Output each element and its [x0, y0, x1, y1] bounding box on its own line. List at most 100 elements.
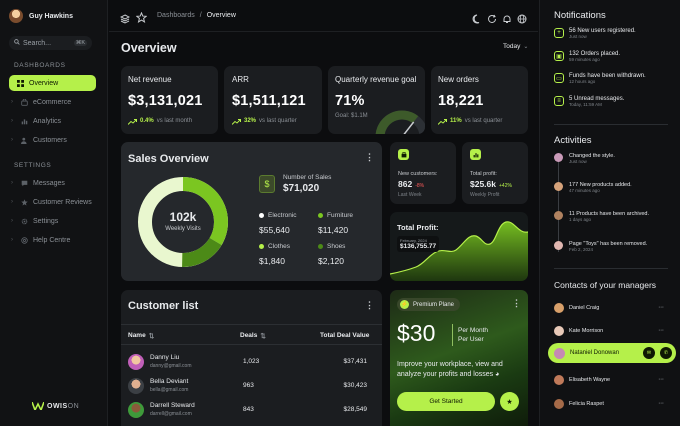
timeline-line — [558, 160, 559, 252]
moon-icon[interactable] — [472, 11, 482, 29]
mail-icon[interactable]: ✉ — [643, 347, 655, 359]
message-icon — [21, 180, 28, 187]
trend-up-icon — [437, 112, 447, 130]
avatar — [554, 241, 563, 250]
activity-item[interactable]: Page "Toys" has been removed. Feb 2, 2024 — [554, 241, 647, 252]
legend-label: Clothes — [268, 243, 291, 250]
donut-center: 102k Weekly Visits — [137, 210, 229, 232]
refresh-icon[interactable] — [487, 11, 497, 29]
goal-gauge — [375, 110, 425, 134]
sidebar-item-customer-reviews[interactable]: › Customer Reviews — [9, 194, 96, 210]
phone-icon[interactable]: ✆ — [660, 347, 672, 359]
mini-label: New customers: — [398, 171, 438, 177]
activity-time: 1 days ago — [569, 217, 592, 222]
table-row[interactable]: Darrell Steward darrell@gmail.com 843 $2… — [128, 400, 373, 420]
notification-time: Today, 11:59 AM — [569, 102, 602, 107]
notification-text: 5 Unread messages. — [569, 96, 625, 102]
plan-description: Improve your workplace, view and analyze… — [397, 361, 503, 378]
notification-item[interactable]: ▣ 132 Orders placed. 59 minutes ago — [554, 51, 620, 62]
star-icon[interactable]: ★ — [500, 392, 519, 411]
legend-label: Furniture — [327, 212, 354, 219]
table-row[interactable]: Bella Deviant bella@gmail.com 963 $30,42… — [128, 376, 373, 396]
grid-icon — [17, 79, 24, 87]
section-settings: SETTINGS — [14, 162, 52, 169]
customer-email: darrell@gmail.com — [150, 411, 192, 417]
mini-period: Last Week — [398, 192, 422, 198]
card-title: Customer list — [128, 300, 199, 312]
sidebar-item-label: Settings — [33, 217, 59, 225]
get-started-button[interactable]: Get Started — [397, 392, 495, 411]
chevron-right-icon: › — [11, 99, 13, 105]
contact-name: Felicia Raspet — [569, 401, 604, 407]
kpi-note: vs last month — [156, 118, 193, 124]
bag-icon: ▣ — [554, 51, 564, 61]
avatar — [554, 399, 564, 409]
kpi-note: vs last quarter — [464, 118, 503, 124]
section-dashboards: DASHBOARDS — [14, 62, 66, 69]
chevron-right-icon: › — [11, 118, 13, 124]
star-icon[interactable] — [135, 10, 148, 28]
notification-item[interactable]: ▭ Funds have been withdrawn. 12 hours ago — [554, 73, 646, 84]
sidebar-item-help-centre[interactable]: › Help Centre — [9, 232, 96, 248]
sort-icon: ⇅ — [260, 333, 266, 340]
layers-icon[interactable] — [119, 11, 131, 29]
notification-item[interactable]: ≡ 5 Unread messages. Today, 11:59 AM — [554, 96, 624, 107]
user-name: Guy Hawkins — [29, 12, 73, 20]
table-header-value[interactable]: Total Deal Value — [320, 332, 370, 339]
info-icon: ◕ — [495, 371, 500, 378]
mini-label: Total profit: — [470, 171, 497, 177]
sidebar-item-messages[interactable]: › Messages — [9, 175, 96, 191]
users-icon — [21, 137, 28, 144]
more-icon[interactable]: ⋮ — [512, 298, 521, 308]
contact-name: Daniel Craig — [569, 305, 600, 311]
avatar — [554, 347, 565, 359]
gauge-fill — [375, 110, 419, 134]
notification-item[interactable]: + 56 New users registered. Just now — [554, 28, 636, 39]
activity-item[interactable]: 11 Products have been archived. 1 days ag… — [554, 211, 649, 222]
bell-icon[interactable] — [502, 11, 512, 29]
sidebar-item-analytics[interactable]: › Analytics — [9, 113, 96, 129]
avatar — [554, 211, 563, 220]
table-row[interactable]: Danny Liu danny@gmail.com 1,023 $37,431 — [128, 352, 373, 372]
more-icon[interactable]: ⋮ — [365, 300, 374, 310]
customer-value: $28,549 — [343, 406, 368, 413]
period-select[interactable]: Today ⌄ — [503, 43, 528, 50]
more-icon[interactable]: ⋮ — [365, 152, 374, 162]
sidebar-item-customers[interactable]: › Customers — [9, 132, 96, 148]
contact-item[interactable]: Felicia Raspet ··· — [554, 397, 664, 411]
activity-text: 177 New products added. — [569, 182, 632, 188]
kpi-value: $3,131,021 — [128, 93, 203, 109]
mini-value-row: $25.6k +42% — [470, 179, 512, 189]
contact-item[interactable]: Kate Morrison ··· — [554, 324, 664, 338]
activity-item[interactable]: 177 New products added. 47 minutes ago — [554, 182, 632, 193]
search-input[interactable]: Search... ⌘K — [9, 36, 92, 50]
breadcrumb: Dashboards / Overview — [157, 12, 236, 19]
activity-text: Page "Toys" has been removed. — [569, 241, 648, 247]
user-profile[interactable]: Guy Hawkins — [9, 9, 73, 23]
legend-label: Electronic — [268, 212, 297, 219]
notification-time: Just now — [569, 34, 587, 39]
sidebar-item-ecommerce[interactable]: › eCommerce — [9, 94, 96, 110]
kpi-title: Net revenue — [128, 75, 172, 84]
contact-item[interactable]: Elisabeth Wayne ··· — [554, 373, 664, 387]
logo-text: OWISON — [47, 402, 80, 410]
table-header-deals[interactable]: Deals ⇅ — [240, 332, 266, 340]
page-title: Overview — [121, 41, 177, 55]
notifications-title: Notifications — [554, 10, 606, 21]
sort-icon: ⇅ — [148, 333, 155, 340]
legend-item: Furniture $11,420 — [318, 212, 353, 235]
sidebar-item-settings[interactable]: › Settings — [9, 213, 96, 229]
wallet-icon: ▭ — [554, 73, 564, 83]
contact-item[interactable]: Daniel Craig ··· — [554, 301, 664, 315]
dollar-icon: $ — [259, 175, 275, 193]
activity-item[interactable]: Changed the style. Just now — [554, 153, 615, 164]
breadcrumb-root[interactable]: Dashboards — [157, 12, 195, 19]
sales-donut — [138, 177, 228, 267]
activity-time: 47 minutes ago — [569, 188, 600, 193]
table-header-name[interactable]: Name ⇅ — [128, 332, 155, 340]
contact-item-active[interactable]: Nataniel Donowan ✉ ✆ — [548, 343, 676, 363]
kpi-title: New orders — [438, 75, 479, 84]
globe-icon[interactable] — [517, 11, 527, 29]
avatar — [9, 9, 23, 23]
sidebar-item-overview[interactable]: Overview — [9, 75, 96, 91]
